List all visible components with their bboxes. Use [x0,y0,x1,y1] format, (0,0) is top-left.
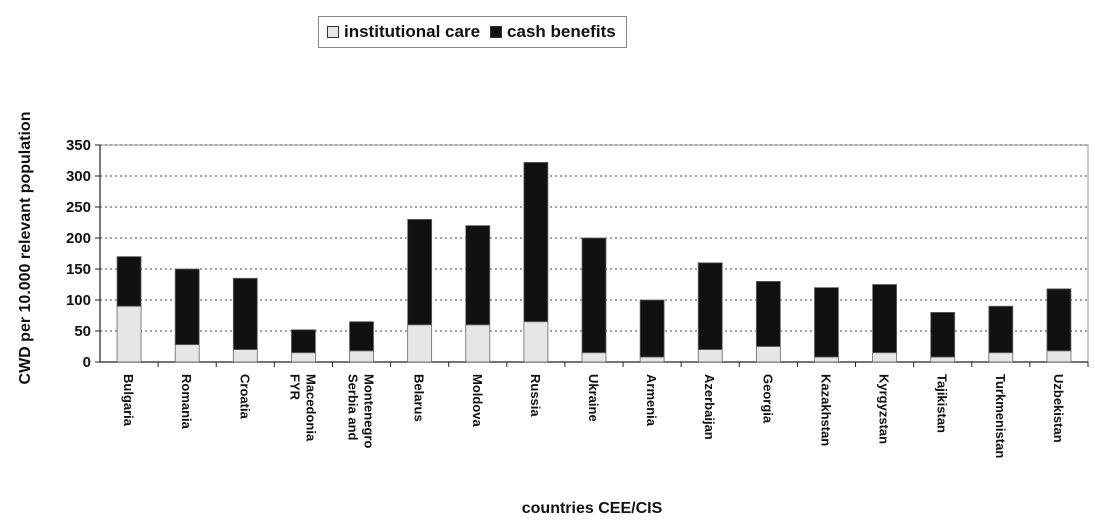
bar-institutional-care [930,356,956,363]
x-tick-label-line: Montenegro [362,374,377,448]
bar-cash-benefits [930,311,956,358]
bar-institutional-care [988,352,1014,363]
bar-institutional-care [814,356,839,363]
bar-institutional-care [291,352,316,363]
x-tick-label: Kazakhstan [818,374,833,446]
bar-institutional-care [755,346,781,363]
x-tick-label: Kyrgyzstan [877,374,892,444]
bar-cash-benefits [1046,288,1072,352]
bar-cash-benefits [174,268,200,346]
bar-cash-benefits [407,218,433,326]
x-tick-label: Bulgaria [121,374,136,427]
x-tick-label: Azerbaijan [702,374,717,440]
x-tick-label-line: Azerbaijan [702,374,717,440]
bar-institutional-care [581,352,607,363]
x-tick-label: Tajikistan [935,374,950,433]
bar-institutional-care [1046,350,1072,363]
x-tick-label: Belarus [412,374,427,422]
x-tick-label: Russia [528,374,543,417]
bar-institutional-care [872,352,897,363]
legend-swatch-cash-benefits [490,26,503,38]
legend-item-cash-benefits: cash benefits [490,22,616,42]
x-axis-title: countries CEE/CIS [521,500,663,517]
legend-swatch-institutional-care [327,26,339,38]
bar-cash-benefits [116,256,142,307]
x-tick-label: Georgia [760,374,775,424]
y-tick-label: 300 [66,168,91,185]
bar-institutional-care [349,350,374,363]
x-tick-label-line: Romania [179,374,194,430]
x-tick-label-line: Georgia [760,374,775,424]
x-tick-label: Armenia [644,374,659,427]
bar-cash-benefits [697,262,723,350]
bar-institutional-care [174,344,200,363]
bar-cash-benefits [581,237,607,354]
bar-cash-benefits [232,277,258,350]
bar-cash-benefits [639,299,665,358]
bar-institutional-care [639,356,665,363]
x-tick-label-line: Bulgaria [121,374,136,427]
chart-legend: institutional care cash benefits [318,16,627,48]
bar-institutional-care [232,349,258,363]
x-tick-label-line: Kazakhstan [818,374,833,446]
y-tick-label: 150 [66,261,91,278]
bar-institutional-care [697,349,723,363]
x-tick-label-line: Croatia [237,374,252,420]
x-tick-label-line: Tajikistan [935,374,950,433]
bar-cash-benefits [465,225,491,326]
bar-cash-benefits [523,161,549,323]
bar-cash-benefits [872,284,897,354]
x-tick-label-line: Moldova [470,374,485,427]
y-tick-label: 350 [66,137,91,154]
bar-institutional-care [407,324,433,363]
x-tick-label: FYR Macedonia [287,374,318,442]
y-tick-label: 50 [74,323,91,340]
x-tick-label: Turkmenistan [993,374,1008,458]
legend-label-cash-benefits: cash benefits [507,22,616,41]
x-tick-label: Croatia [237,374,252,420]
y-tick-label: 0 [83,354,91,371]
x-tick-label: Ukraine [586,374,601,422]
bar-cash-benefits [349,321,374,352]
y-tick-label: 200 [66,230,91,247]
x-tick-label-line: Macedonia [303,374,318,442]
x-tick-label: Uzbekistan [1051,374,1066,443]
x-tick-label-line: Russia [528,374,543,417]
legend-label-institutional-care: institutional care [344,22,481,41]
x-tick-label-line: Turkmenistan [993,374,1008,458]
y-tick-label: 100 [66,292,91,309]
x-tick-label-line: Serbia and [346,374,361,441]
x-tick-label-line: Armenia [644,374,659,427]
x-tick-label-line: Ukraine [586,374,601,422]
bar-cash-benefits [755,280,781,347]
x-tick-label-line: Kyrgyzstan [877,374,892,444]
x-tick-label-line: Belarus [412,374,427,422]
x-tick-label: Romania [179,374,194,430]
legend-item-institutional-care: institutional care [327,22,480,42]
y-tick-label: 250 [66,199,91,216]
bar-institutional-care [116,305,142,363]
x-tick-label: Moldova [470,374,485,427]
x-tick-label-line: FYR [287,374,302,401]
bar-institutional-care [465,324,491,363]
bar-institutional-care [523,321,549,363]
x-tick-label: Serbia and Montenegro [346,374,377,448]
bar-cash-benefits [814,287,839,358]
bar-cash-benefits [988,305,1014,354]
bar-cash-benefits [291,329,316,354]
x-tick-label-line: Uzbekistan [1051,374,1066,443]
